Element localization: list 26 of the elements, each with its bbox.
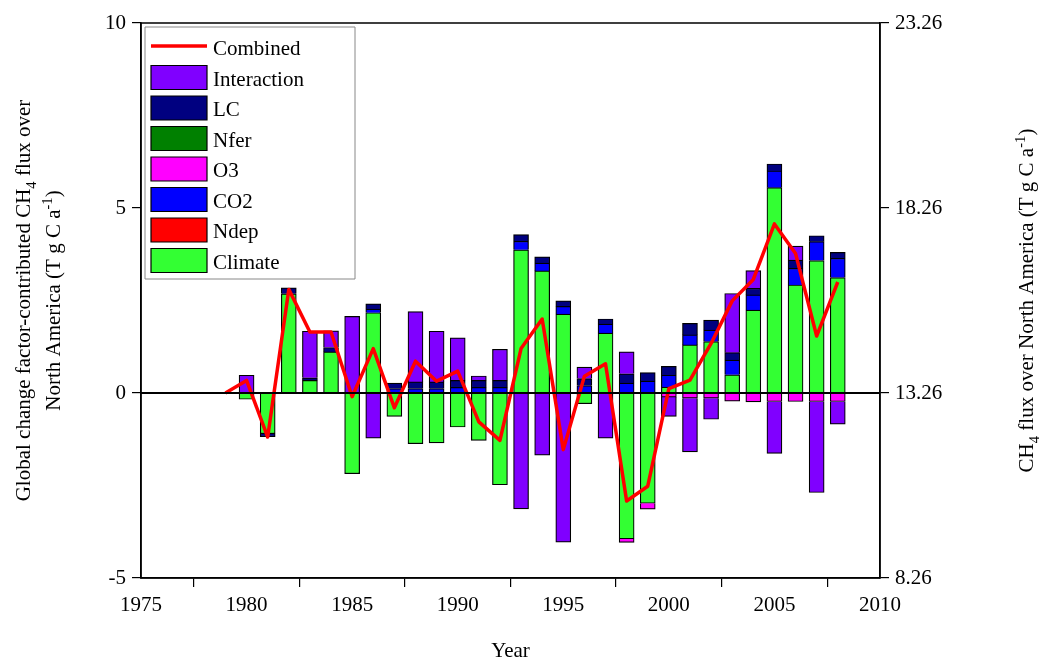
- legend-label: Interaction: [213, 66, 305, 91]
- x-tick-label: 2005: [753, 592, 796, 617]
- x-tick-label: 1995: [542, 592, 585, 617]
- y2-tick-label: 18.26: [895, 194, 943, 219]
- x-tick-label: 1990: [436, 592, 479, 617]
- y-tick-label: 0: [115, 379, 126, 404]
- x-tick-label: 1980: [225, 592, 268, 617]
- y2-tick-label: 13.26: [895, 379, 943, 404]
- y2-tick-label: 8.26: [895, 564, 932, 589]
- legend-label: Climate: [213, 249, 280, 274]
- x-tick-label: 1975: [120, 592, 162, 617]
- legend-label: Nfer: [213, 127, 252, 152]
- legend-label: CO2: [213, 188, 253, 213]
- y-tick-label: 10: [105, 9, 126, 34]
- y2-tick-label: 23.26: [895, 9, 943, 34]
- text: CH4 flux over North America (T g C a-1): [1011, 128, 1043, 473]
- legend-label: O3: [213, 158, 239, 182]
- legend-label: Combined: [213, 36, 301, 60]
- y-tick-label: 5: [115, 194, 126, 219]
- x-tick-label: 1985: [331, 592, 374, 617]
- y-tick-label: -5: [108, 564, 126, 589]
- x-tick-label: 2000: [647, 592, 690, 617]
- legend-label: Ndep: [213, 219, 259, 243]
- legend-label: LC: [213, 97, 240, 121]
- x-axis-title: Year: [491, 638, 530, 662]
- x-tick-label: 2010: [859, 592, 901, 617]
